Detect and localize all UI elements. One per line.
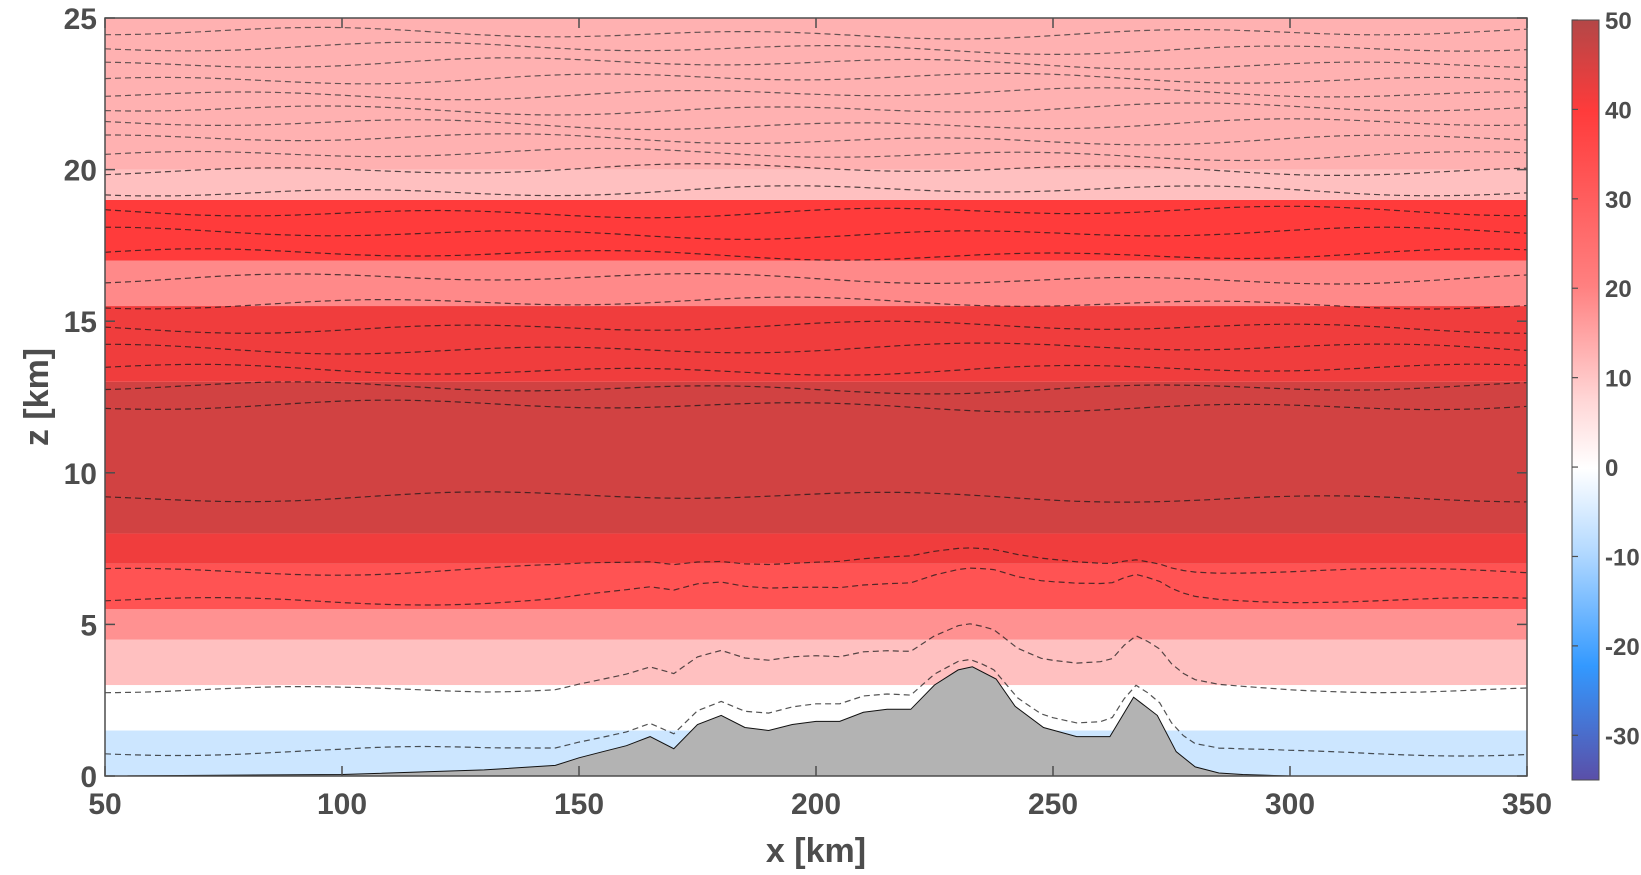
colorbar-tick-label: 20	[1605, 276, 1632, 303]
colorbar: 50 40 30 20 10 0 -10 -20 -30	[1571, 8, 1640, 781]
contour-line-23	[105, 57, 1527, 70]
contour-line-6	[105, 381, 1527, 395]
contour-line-1	[105, 623, 1527, 694]
colorbar-tick-label: 40	[1605, 97, 1632, 124]
x-tick-label: 200	[791, 788, 841, 821]
x-tick-label: 300	[1265, 788, 1315, 821]
field-band-8	[105, 260, 1527, 307]
contour-line-20	[105, 102, 1527, 116]
y-tick-label: 25	[64, 3, 97, 36]
colorbar-ticks: 50 40 30 20 10 0 -10 -20 -30	[1572, 8, 1640, 750]
contour-line-15	[105, 185, 1527, 197]
contour-line-5	[105, 399, 1527, 413]
field-band-7	[105, 306, 1527, 382]
contour-line-21	[105, 87, 1527, 101]
field-band-2	[105, 639, 1527, 686]
contour-line-14	[105, 205, 1527, 219]
field-band-10	[105, 169, 1527, 200]
y-tick-label: 5	[80, 609, 97, 642]
contour-line-3	[105, 547, 1527, 576]
y-tick-label: 15	[64, 306, 97, 339]
field-band-3	[105, 609, 1527, 640]
colorbar-tick-label: 0	[1605, 455, 1618, 482]
x-tick-label: 50	[88, 788, 121, 821]
colorbar-tick-label: -20	[1605, 634, 1640, 661]
y-tick-label: 0	[80, 761, 97, 794]
x-tick-label: 250	[1028, 788, 1078, 821]
contour-line-12	[105, 248, 1527, 261]
contour-line-13	[105, 226, 1527, 240]
contour-line-9	[105, 320, 1527, 334]
contour-layer	[105, 26, 1527, 757]
contour-line-18	[105, 133, 1527, 146]
contour-line-7	[105, 363, 1527, 376]
contour-line-19	[105, 118, 1527, 131]
colorbar-tick-label: 10	[1605, 366, 1632, 393]
contour-line-8	[105, 342, 1527, 355]
x-tick-label: 100	[317, 788, 367, 821]
contour-line-4	[105, 491, 1527, 503]
x-tick-label: 150	[554, 788, 604, 821]
contour-line-2	[105, 567, 1527, 606]
terrain	[104, 666, 1527, 777]
contour-line-11	[105, 272, 1527, 285]
colorbar-ramp	[1571, 19, 1600, 781]
x-tick-label: 350	[1502, 788, 1552, 821]
field-band-5	[105, 533, 1527, 564]
colorbar-tick-label: 50	[1605, 8, 1632, 35]
field-band-9	[105, 199, 1527, 261]
field-band-4	[105, 563, 1527, 610]
contour-line-22	[105, 72, 1527, 85]
colorbar-tick-label: 30	[1605, 187, 1632, 214]
contour-line-10	[105, 296, 1527, 310]
y-axis-label: z [km]	[18, 348, 56, 446]
contour-line-16	[105, 163, 1527, 176]
field-layer	[105, 18, 1527, 776]
contour-line-17	[105, 147, 1527, 162]
x-axis-ticks: 50 100 150 200 250 300 350	[88, 18, 1552, 821]
plot-area: 50 100 150 200 250 300 350 0 5 10 15 20 25	[64, 3, 1552, 821]
x-axis-label: x [km]	[766, 832, 866, 870]
colorbar-tick-label: -10	[1605, 544, 1640, 571]
contour-line-24	[105, 41, 1527, 56]
y-tick-label: 20	[64, 155, 97, 188]
contour-line-0	[105, 658, 1527, 757]
contour-line-25	[105, 26, 1527, 40]
field-band-6	[105, 381, 1527, 534]
y-axis-ticks: 0 5 10 15 20 25	[64, 3, 1527, 794]
y-tick-label: 10	[64, 458, 97, 491]
colorbar-tick-label: -30	[1605, 723, 1640, 750]
